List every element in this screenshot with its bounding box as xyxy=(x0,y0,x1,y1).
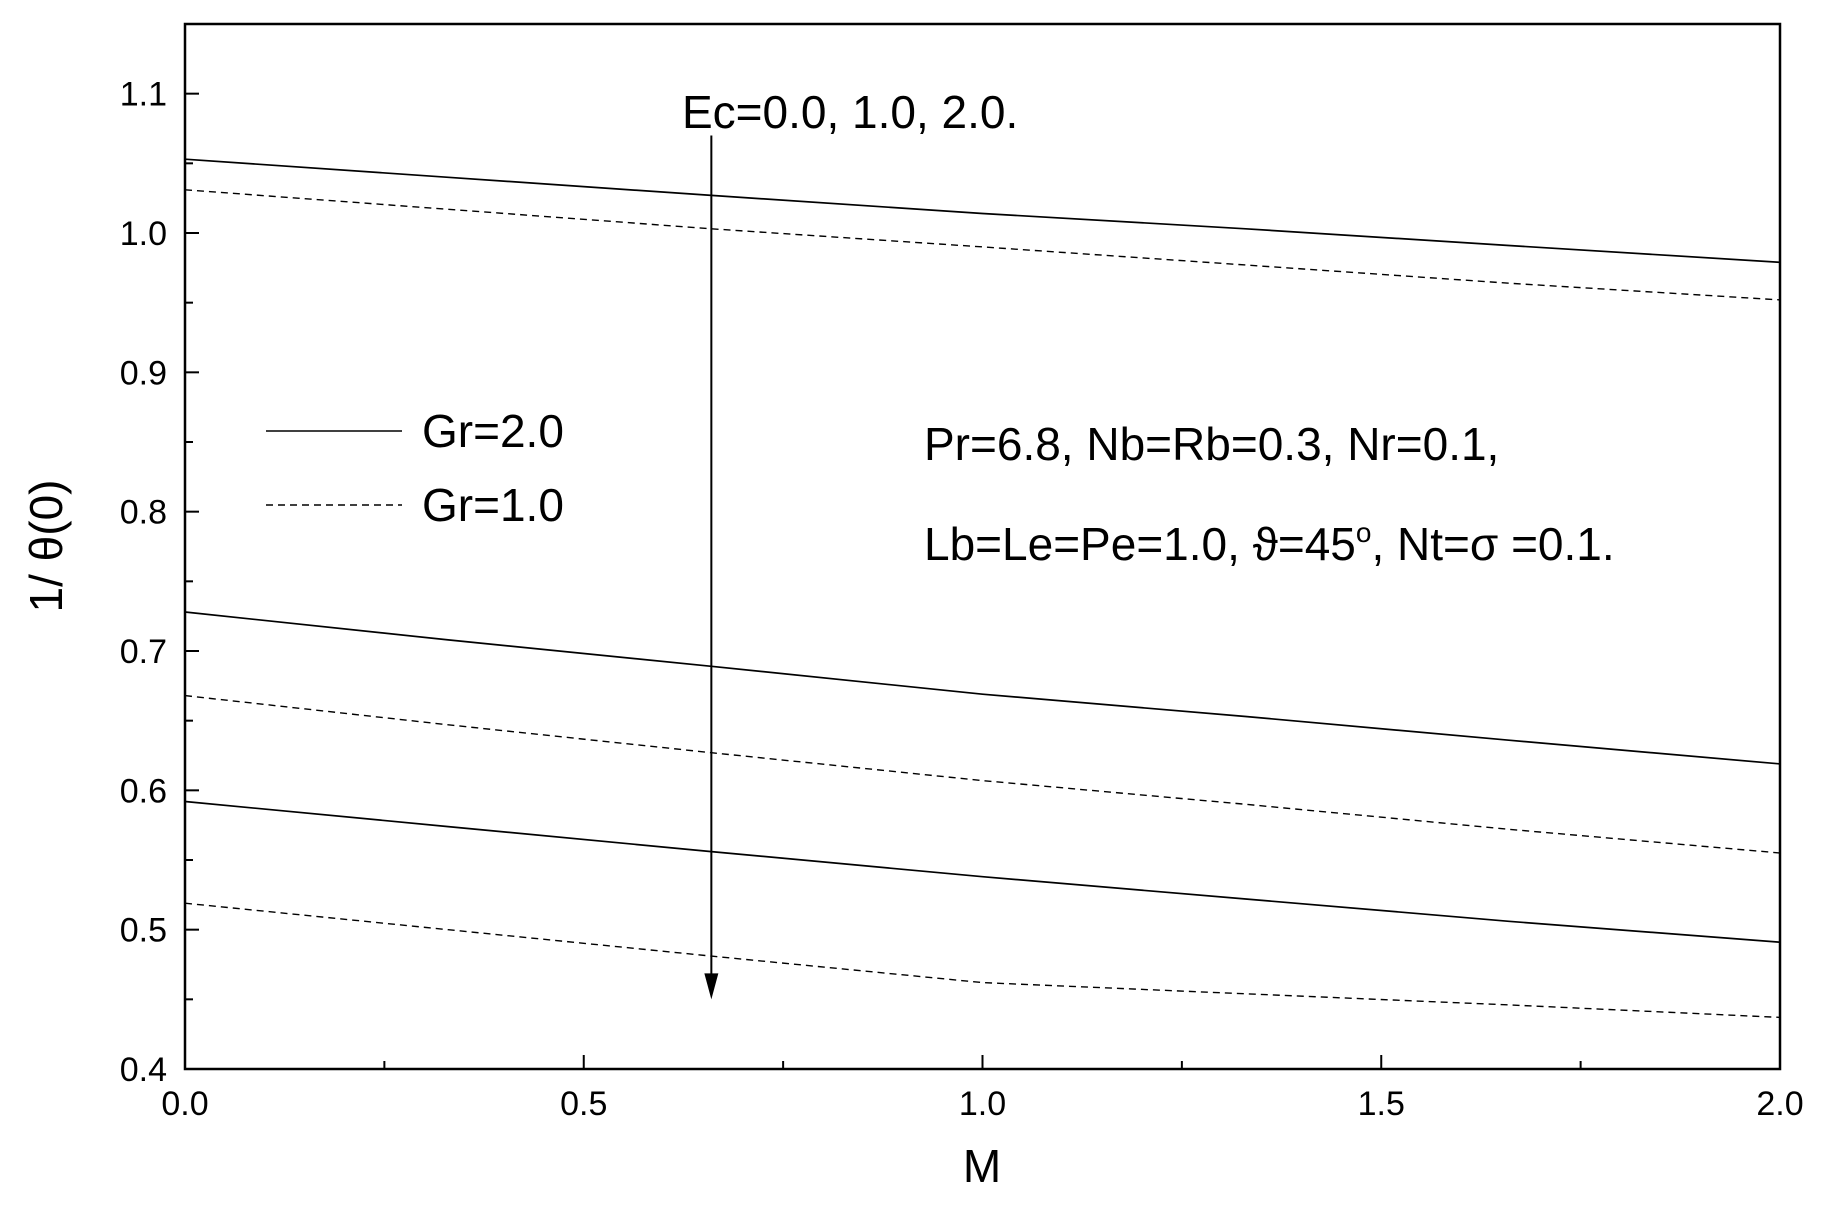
y-axis-title: 1/ θ(0) xyxy=(20,480,72,613)
series-line-1-solid xyxy=(184,158,1781,264)
axis-ticks xyxy=(184,23,1781,1070)
y-tick-label: 1.0 xyxy=(120,215,167,253)
ec-arrow-head xyxy=(704,973,719,1000)
x-tick-label: 0.0 xyxy=(161,1085,208,1123)
y-tick-label: 0.5 xyxy=(120,912,167,950)
series-line-6-dashed xyxy=(184,902,1781,1019)
x-tick-label: 2.0 xyxy=(1756,1085,1803,1123)
y-tick-label: 0.6 xyxy=(120,772,167,810)
y-tick-label: 0.7 xyxy=(120,633,167,671)
series-line-4-dashed xyxy=(184,694,1781,854)
params-line-2: Lb=Le=Pe=1.0, ϑ=45o, Nt=σ =0.1. xyxy=(924,517,1615,570)
x-tick-label: 0.5 xyxy=(560,1085,607,1123)
legend-label-gr-2: Gr=2.0 xyxy=(422,405,564,457)
legend: Gr=2.0 Gr=1.0 xyxy=(266,405,564,531)
axis-tick-labels: 0.0 0.5 1.0 1.5 2.0 0.4 0.5 0.6 0.7 0.8 0.9 1.0 1.1 xyxy=(120,76,1804,1123)
series-line-2-dashed xyxy=(184,189,1781,301)
params-theta-symbol: ϑ xyxy=(1253,518,1278,570)
y-tick-label: 0.8 xyxy=(120,494,167,532)
params-line-1: Pr=6.8, Nb=Rb=0.3, Nr=0.1, xyxy=(924,418,1499,470)
series-line-3-solid xyxy=(184,611,1781,765)
x-axis-title: M xyxy=(963,1140,1001,1192)
x-tick-label: 1.5 xyxy=(1358,1085,1405,1123)
y-tick-label: 0.4 xyxy=(120,1051,167,1089)
series-line-5-solid xyxy=(184,800,1781,944)
y-tick-label: 0.9 xyxy=(120,354,167,392)
series-lines xyxy=(184,158,1781,1019)
params-degree-symbol: o xyxy=(1356,517,1372,548)
legend-label-gr-1: Gr=1.0 xyxy=(422,479,564,531)
params-line-2-prefix: Lb=Le=Pe=1.0, xyxy=(924,518,1253,570)
params-line-2-suffix: , Nt=σ =0.1. xyxy=(1371,518,1614,570)
x-tick-label: 1.0 xyxy=(959,1085,1006,1123)
ec-arrow-label: Ec=0.0, 1.0, 2.0. xyxy=(682,86,1018,138)
y-tick-label: 1.1 xyxy=(120,76,167,114)
params-line-2-mid: =45 xyxy=(1278,518,1356,570)
